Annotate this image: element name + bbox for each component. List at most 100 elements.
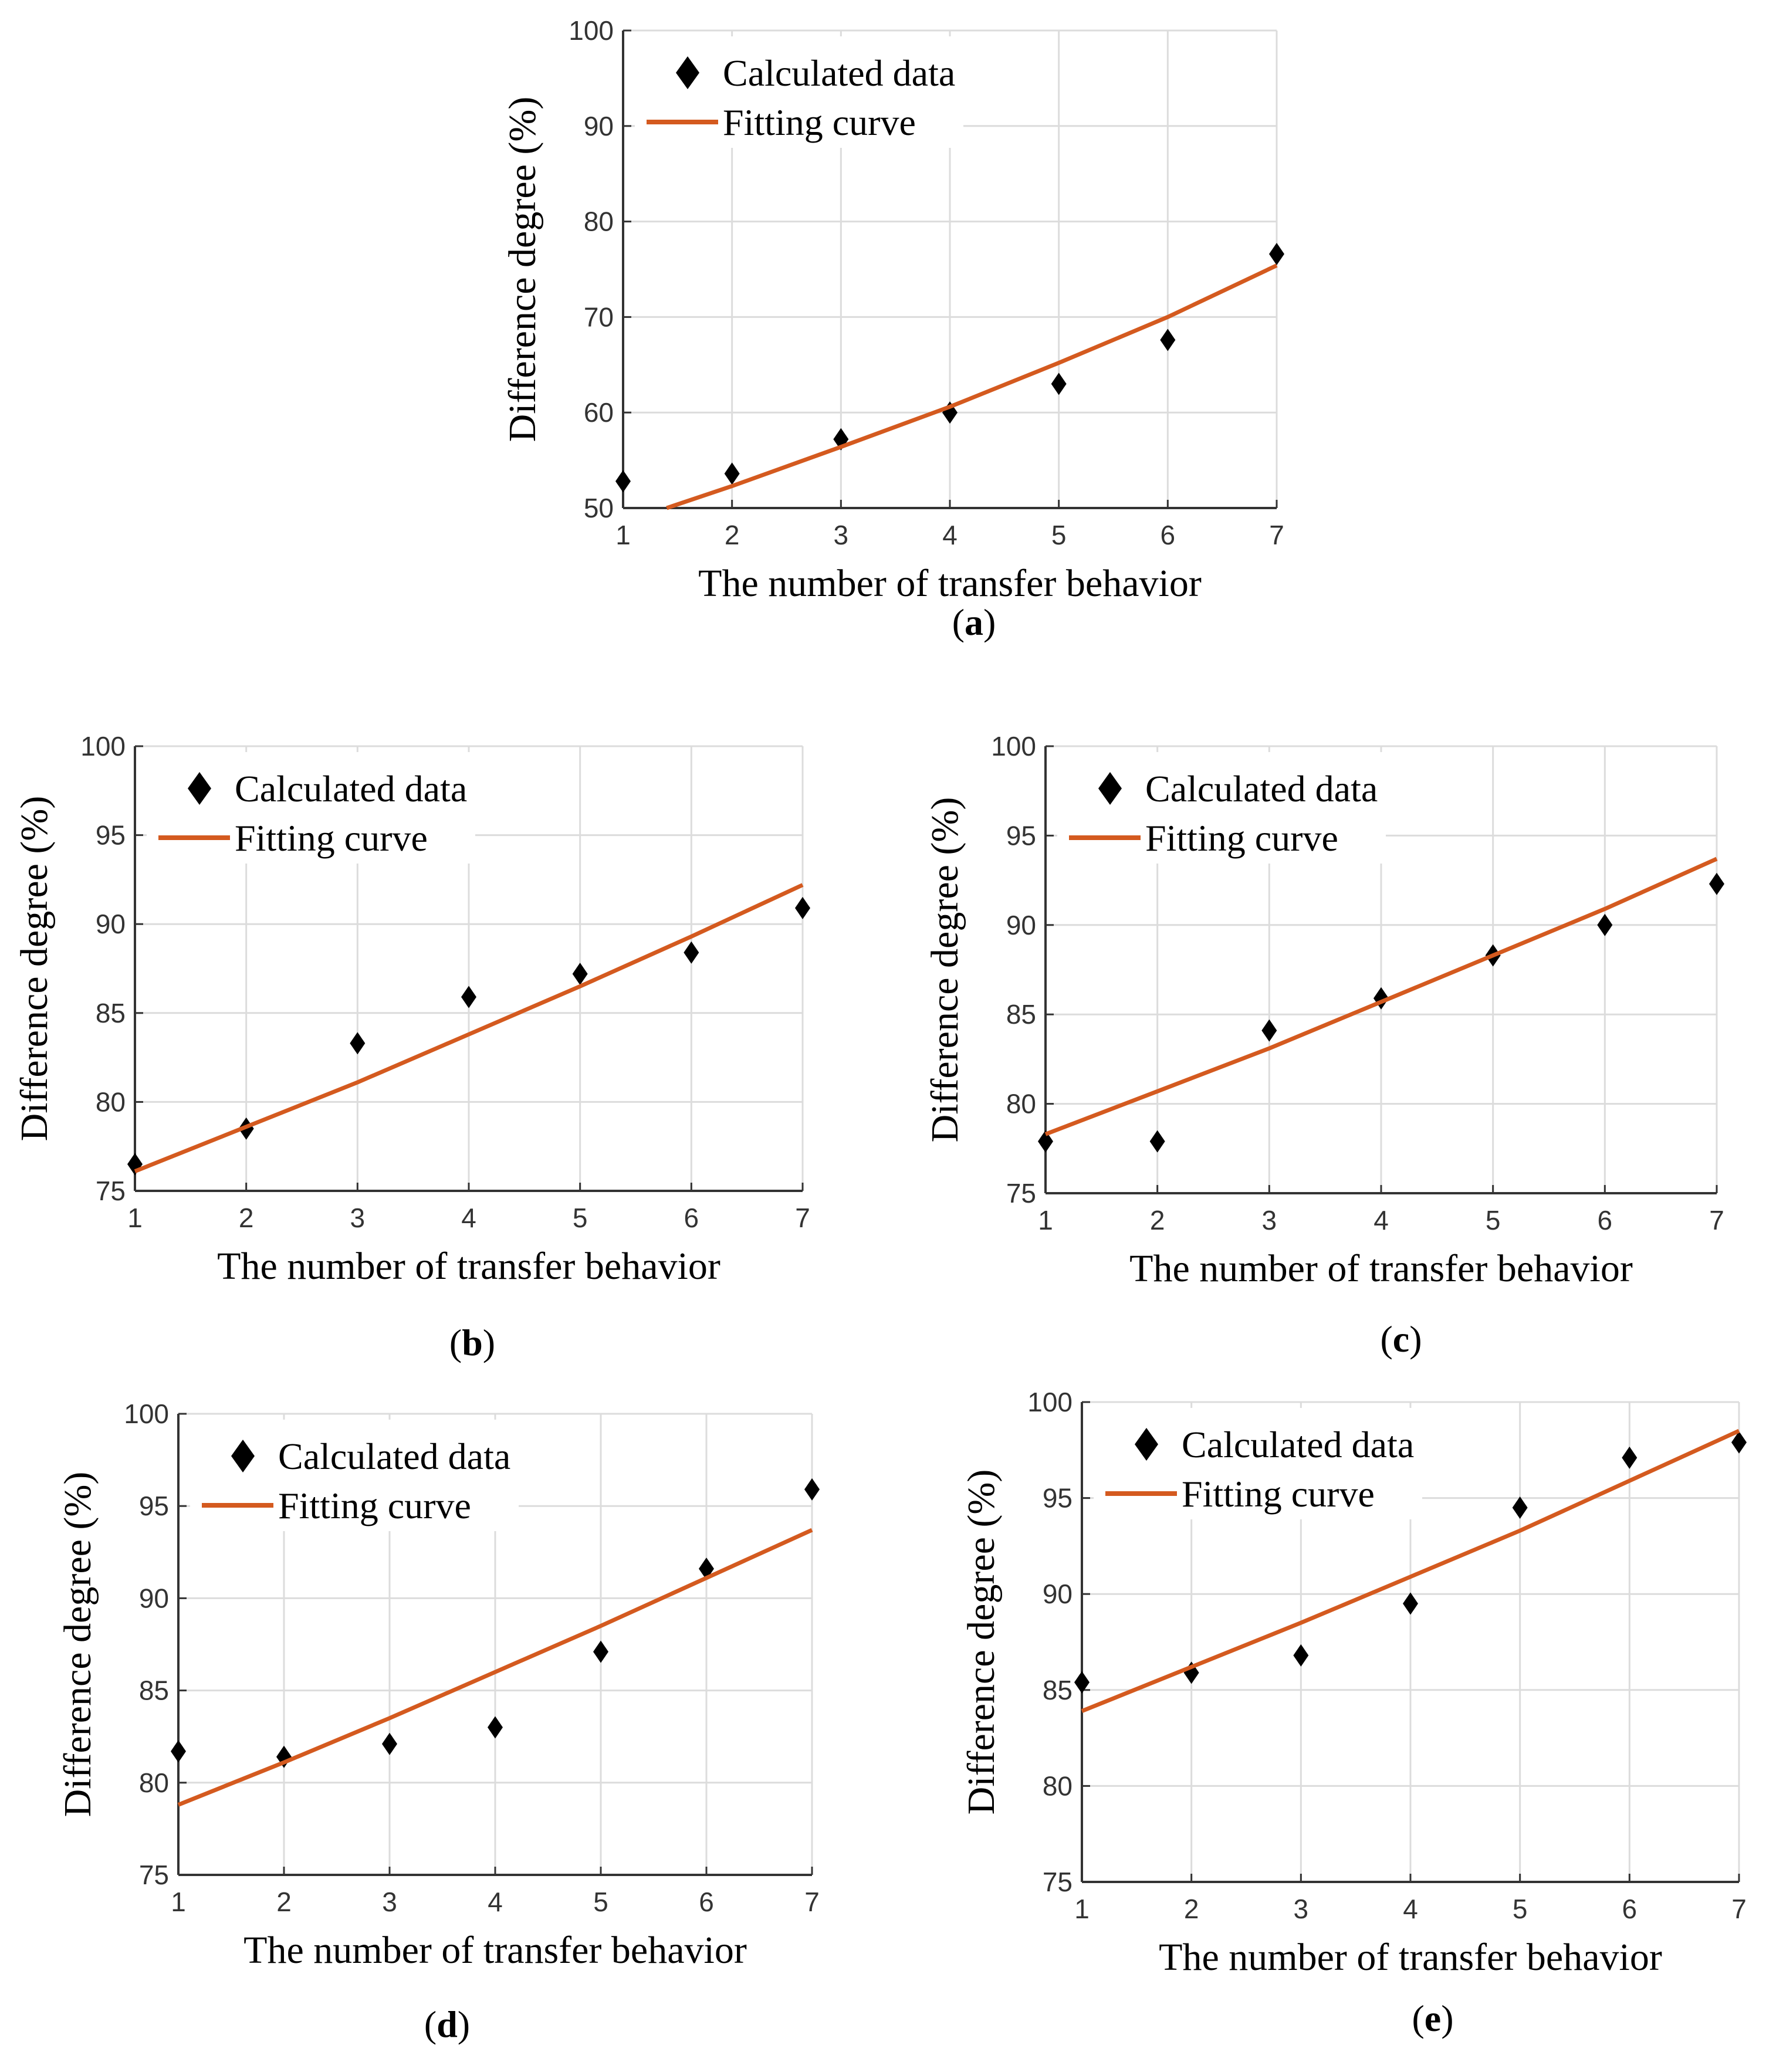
legend: Calculated data Fitting curve xyxy=(1094,1408,1422,1519)
data-point-marker xyxy=(1160,329,1176,351)
x-tick-label: 5 xyxy=(573,1203,588,1233)
y-axis-label: Difference degree (%) xyxy=(501,97,544,442)
x-tick-label: 2 xyxy=(239,1203,254,1233)
legend-box xyxy=(1057,752,1386,864)
y-tick-label: 85 xyxy=(1006,999,1036,1030)
x-tick-label: 4 xyxy=(488,1887,503,1917)
x-tick-label: 6 xyxy=(1622,1894,1638,1924)
y-tick-label: 95 xyxy=(96,820,126,851)
x-tick-label: 2 xyxy=(1150,1205,1165,1235)
x-axis-label: The number of transfer behavior xyxy=(217,1245,720,1288)
y-tick-label: 80 xyxy=(139,1768,169,1798)
x-axis-label: The number of transfer behavior xyxy=(1129,1247,1633,1290)
x-axis-label: The number of transfer behavior xyxy=(243,1929,747,1972)
y-tick-label: 90 xyxy=(1006,910,1036,940)
x-tick-label: 2 xyxy=(276,1887,292,1917)
panel-caption: (b) xyxy=(449,1322,495,1363)
panel-e: 1 2 3 4 5 6 7 75 80 85 90 95 100 The number of transf… xyxy=(960,1387,1747,2039)
y-tick-label: 80 xyxy=(584,206,614,237)
legend-label-calculated: Calculated data xyxy=(1145,768,1378,810)
legend-box xyxy=(635,36,963,148)
y-tick-label: 95 xyxy=(1006,820,1036,851)
data-point-marker xyxy=(1709,872,1724,895)
x-tick-label: 4 xyxy=(461,1203,476,1233)
panel-c: 1 2 3 4 5 6 7 75 80 85 90 95 100 The number of transf… xyxy=(923,731,1724,1360)
y-tick-label: 50 xyxy=(584,493,614,523)
x-tick-label: 5 xyxy=(1513,1894,1528,1924)
data-point-marker xyxy=(1038,1130,1053,1153)
y-tick-label: 80 xyxy=(96,1086,126,1117)
x-tick-label: 7 xyxy=(1709,1205,1724,1235)
y-tick-label: 95 xyxy=(139,1491,169,1521)
x-tick-label: 6 xyxy=(1598,1205,1613,1235)
x-axis-label: The number of transfer behavior xyxy=(698,562,1202,605)
legend-label-fitting: Fitting curve xyxy=(278,1485,471,1526)
x-tick-label: 3 xyxy=(1294,1894,1309,1924)
y-tick-label: 75 xyxy=(1043,1867,1073,1897)
y-tick-label: 100 xyxy=(569,15,614,46)
data-point-marker xyxy=(1597,913,1613,936)
x-tick-label: 3 xyxy=(350,1203,366,1233)
y-tick-label: 85 xyxy=(96,998,126,1028)
y-tick-label: 90 xyxy=(96,909,126,939)
legend-marker-icon xyxy=(231,1440,255,1472)
data-point-marker xyxy=(1074,1671,1090,1694)
x-tick-label: 1 xyxy=(171,1887,186,1917)
y-tick-label: 100 xyxy=(80,731,126,761)
panel-caption: (d) xyxy=(424,2003,470,2045)
panel-a: 1 2 3 4 5 6 7 50 60 70 80 90 100 The number of transf… xyxy=(501,15,1284,643)
data-point-marker xyxy=(804,1478,820,1501)
x-tick-label: 2 xyxy=(725,520,740,550)
x-tick-label: 6 xyxy=(1161,520,1176,550)
legend-label-calculated: Calculated data xyxy=(235,768,467,810)
x-tick-label: 5 xyxy=(1486,1205,1501,1235)
data-point-marker xyxy=(1403,1592,1418,1615)
y-tick-label: 100 xyxy=(991,731,1036,761)
data-point-marker xyxy=(1051,373,1067,395)
legend: Calculated data Fitting curve xyxy=(147,752,475,864)
legend: Calculated data Fitting curve xyxy=(190,1420,519,1531)
legend-label-fitting: Fitting curve xyxy=(723,101,916,143)
x-tick-label: 3 xyxy=(834,520,849,550)
y-axis-label: Difference degree (%) xyxy=(923,797,966,1143)
x-axis-label: The number of transfer behavior xyxy=(1159,1936,1662,1979)
panel-label: c xyxy=(1393,1318,1409,1360)
x-tick-label: 4 xyxy=(1373,1205,1389,1235)
legend: Calculated data Fitting curve xyxy=(1057,752,1386,864)
x-tick-label: 2 xyxy=(1184,1894,1199,1924)
y-tick-label: 70 xyxy=(584,302,614,332)
data-point-marker xyxy=(461,986,476,1008)
data-point-marker xyxy=(1149,1130,1165,1153)
data-point-marker xyxy=(1731,1431,1747,1454)
y-tick-label: 80 xyxy=(1043,1770,1073,1801)
data-point-marker xyxy=(1622,1446,1638,1469)
data-point-marker xyxy=(684,941,699,964)
y-tick-label: 75 xyxy=(96,1176,126,1206)
data-point-marker xyxy=(593,1640,608,1663)
y-tick-label: 90 xyxy=(584,111,614,141)
data-point-marker xyxy=(724,462,740,485)
x-tick-label: 3 xyxy=(1262,1205,1277,1235)
fitting-curve-line xyxy=(177,1528,813,1807)
y-tick-label: 60 xyxy=(584,397,614,428)
legend-marker-icon xyxy=(188,772,211,805)
panel-b: 1 2 3 4 5 6 7 75 80 85 90 95 100 The number of transf… xyxy=(13,731,810,1363)
panel-d: 1 2 3 4 5 6 7 75 80 85 90 95 100 The number of transf… xyxy=(56,1399,820,2045)
x-tick-label: 5 xyxy=(593,1887,608,1917)
x-tick-label: 7 xyxy=(795,1203,810,1233)
y-axis-label: Difference degree (%) xyxy=(56,1472,99,1817)
legend-label-fitting: Fitting curve xyxy=(1145,817,1338,859)
x-tick-label: 7 xyxy=(1731,1894,1747,1924)
x-tick-label: 6 xyxy=(699,1887,714,1917)
y-tick-label: 95 xyxy=(1043,1483,1073,1514)
fitting-curve-line xyxy=(666,263,1278,510)
x-tick-label: 4 xyxy=(1403,1894,1418,1924)
y-tick-label: 75 xyxy=(139,1860,169,1890)
y-tick-label: 80 xyxy=(1006,1089,1036,1119)
x-tick-label: 7 xyxy=(804,1887,820,1917)
data-point-marker xyxy=(382,1732,397,1755)
y-tick-label: 90 xyxy=(1043,1579,1073,1609)
y-axis-label: Difference degree (%) xyxy=(960,1470,1003,1815)
fitting-curve-line xyxy=(1081,1428,1740,1714)
